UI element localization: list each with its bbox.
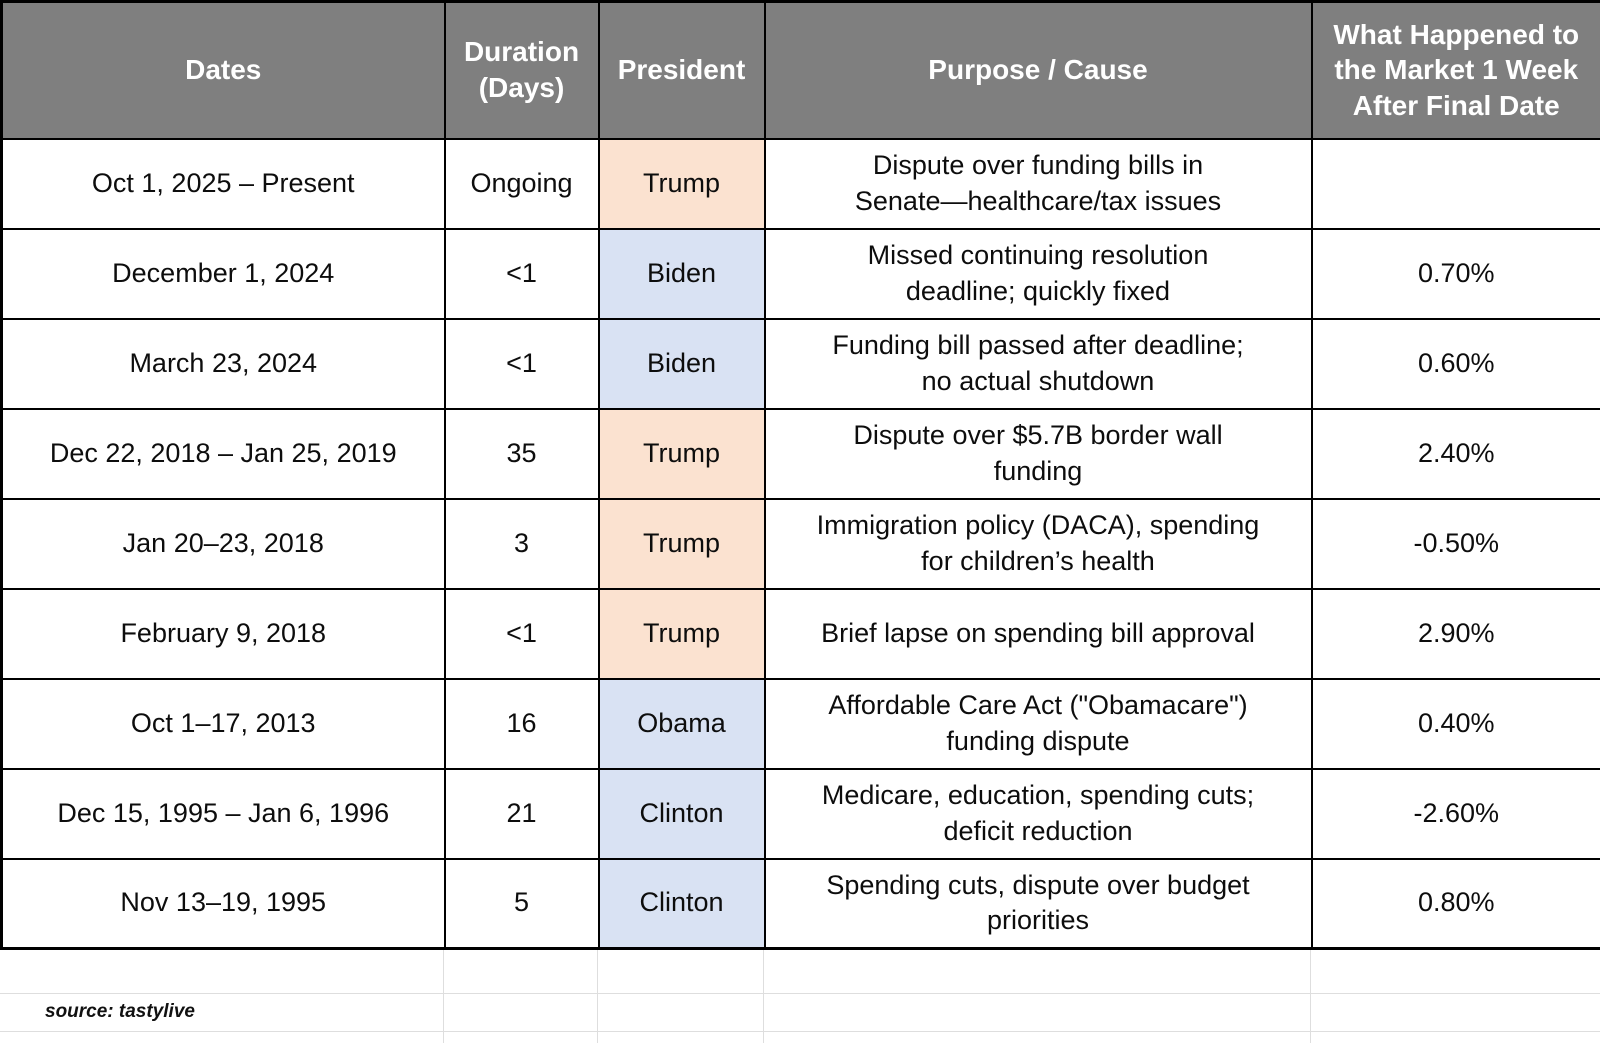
cell-dates: March 23, 2024 xyxy=(2,319,445,409)
cell-president: Trump xyxy=(599,499,765,589)
cell-market: 2.90% xyxy=(1312,589,1600,679)
cell-dates: Oct 1–17, 2013 xyxy=(2,679,445,769)
cell-purpose: Dispute over $5.7B border wall funding xyxy=(765,409,1312,499)
cell-president: Trump xyxy=(599,589,765,679)
cell-purpose: Medicare, education, spending cuts; defi… xyxy=(765,769,1312,859)
col-header-president: President xyxy=(599,2,765,139)
cell-market: -0.50% xyxy=(1312,499,1600,589)
cell-purpose: Immigration policy (DACA), spending for … xyxy=(765,499,1312,589)
table-row: December 1, 2024 <1 Biden Missed continu… xyxy=(2,229,1600,319)
cell-dates: Oct 1, 2025 – Present xyxy=(2,139,445,229)
empty-cell xyxy=(1310,1031,1600,1043)
table-row: March 23, 2024 <1 Biden Funding bill pas… xyxy=(2,319,1600,409)
cell-market: 0.40% xyxy=(1312,679,1600,769)
cell-purpose: Affordable Care Act ("Obamacare") fundin… xyxy=(765,679,1312,769)
col-header-market: What Happened to the Market 1 Week After… xyxy=(1312,2,1600,139)
cell-dates: Dec 15, 1995 – Jan 6, 1996 xyxy=(2,769,445,859)
empty-cell xyxy=(0,950,443,993)
cell-market: 2.40% xyxy=(1312,409,1600,499)
cell-dates: December 1, 2024 xyxy=(2,229,445,319)
header-row: Dates Duration (Days) President Purpose … xyxy=(2,2,1600,139)
cell-president: Clinton xyxy=(599,859,765,949)
empty-cell xyxy=(763,993,1310,1031)
empty-cell xyxy=(0,1031,443,1043)
cell-president: Biden xyxy=(599,319,765,409)
cell-purpose: Funding bill passed after deadline; no a… xyxy=(765,319,1312,409)
cell-purpose: Missed continuing resolution deadline; q… xyxy=(765,229,1312,319)
cell-purpose: Dispute over funding bills in Senate—hea… xyxy=(765,139,1312,229)
table-row: Oct 1, 2025 – Present Ongoing Trump Disp… xyxy=(2,139,1600,229)
cell-duration: 21 xyxy=(445,769,599,859)
cell-purpose: Spending cuts, dispute over budget prior… xyxy=(765,859,1312,949)
cell-president: Clinton xyxy=(599,769,765,859)
empty-sheet-row xyxy=(0,1031,1600,1043)
cell-dates: Dec 22, 2018 – Jan 25, 2019 xyxy=(2,409,445,499)
cell-market: 0.80% xyxy=(1312,859,1600,949)
source-note: source: tastylive xyxy=(45,1001,195,1022)
table-row: Nov 13–19, 1995 5 Clinton Spending cuts,… xyxy=(2,859,1600,949)
empty-cell xyxy=(597,1031,763,1043)
cell-market: 0.70% xyxy=(1312,229,1600,319)
cell-market: -2.60% xyxy=(1312,769,1600,859)
shutdown-table: Dates Duration (Days) President Purpose … xyxy=(0,0,1600,950)
cell-duration: <1 xyxy=(445,229,599,319)
table-row: Dec 15, 1995 – Jan 6, 1996 21 Clinton Me… xyxy=(2,769,1600,859)
cell-market xyxy=(1312,139,1600,229)
cell-dates: Jan 20–23, 2018 xyxy=(2,499,445,589)
cell-market: 0.60% xyxy=(1312,319,1600,409)
empty-cell xyxy=(1310,950,1600,993)
source-cell: source: tastylive xyxy=(0,993,443,1031)
empty-cell xyxy=(597,950,763,993)
sheet-grid-extension: source: tastylive xyxy=(0,950,1600,1043)
table-row: February 9, 2018 <1 Trump Brief lapse on… xyxy=(2,589,1600,679)
cell-duration: 3 xyxy=(445,499,599,589)
empty-cell xyxy=(597,993,763,1031)
table-row: Jan 20–23, 2018 3 Trump Immigration poli… xyxy=(2,499,1600,589)
cell-president: Trump xyxy=(599,139,765,229)
table-row: Dec 22, 2018 – Jan 25, 2019 35 Trump Dis… xyxy=(2,409,1600,499)
col-header-dates: Dates xyxy=(2,2,445,139)
cell-purpose: Brief lapse on spending bill approval xyxy=(765,589,1312,679)
cell-president: Biden xyxy=(599,229,765,319)
cell-dates: Nov 13–19, 1995 xyxy=(2,859,445,949)
empty-cell xyxy=(1310,993,1600,1031)
cell-president: Obama xyxy=(599,679,765,769)
empty-cell xyxy=(443,1031,597,1043)
cell-dates: February 9, 2018 xyxy=(2,589,445,679)
cell-duration: <1 xyxy=(445,589,599,679)
empty-cell xyxy=(763,950,1310,993)
empty-cell xyxy=(443,993,597,1031)
cell-duration: 5 xyxy=(445,859,599,949)
empty-sheet-row xyxy=(0,950,1600,993)
col-header-purpose: Purpose / Cause xyxy=(765,2,1312,139)
col-header-duration: Duration (Days) xyxy=(445,2,599,139)
cell-duration: Ongoing xyxy=(445,139,599,229)
empty-cell xyxy=(443,950,597,993)
cell-duration: <1 xyxy=(445,319,599,409)
cell-president: Trump xyxy=(599,409,765,499)
cell-duration: 35 xyxy=(445,409,599,499)
table-row: Oct 1–17, 2013 16 Obama Affordable Care … xyxy=(2,679,1600,769)
source-row: source: tastylive xyxy=(0,993,1600,1031)
empty-cell xyxy=(763,1031,1310,1043)
cell-duration: 16 xyxy=(445,679,599,769)
